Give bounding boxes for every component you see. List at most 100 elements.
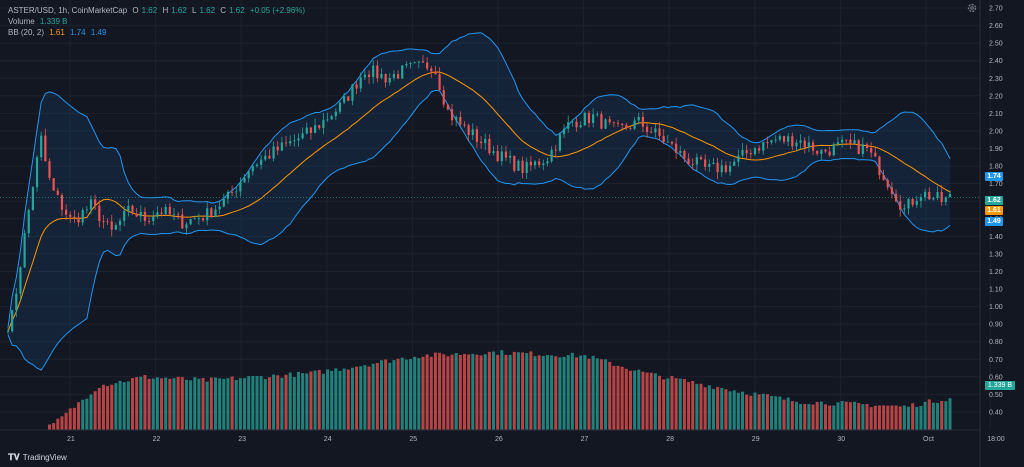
candle-body xyxy=(807,142,811,148)
x-tick-label: 29 xyxy=(752,436,760,443)
volume-bar xyxy=(56,418,60,430)
candle-body xyxy=(23,233,26,268)
candle-body xyxy=(367,74,371,77)
volume-bar xyxy=(865,404,869,430)
candle-body xyxy=(654,128,657,133)
volume-bar xyxy=(110,384,114,430)
candle-body xyxy=(509,155,512,158)
volume-bar xyxy=(616,365,620,430)
bb-legend[interactable]: BB (20, 2) 1.61 1.74 1.49 xyxy=(8,27,109,38)
candle-body xyxy=(247,171,250,179)
candle-body xyxy=(882,175,885,181)
volume-bar xyxy=(492,351,496,430)
volume-bar xyxy=(77,402,81,430)
candle-body xyxy=(616,122,620,124)
candle-body xyxy=(865,144,869,148)
candle-body xyxy=(948,193,952,198)
candle-body xyxy=(886,180,889,188)
x-tick-label: 26 xyxy=(495,436,503,443)
candle-body xyxy=(255,164,259,167)
volume-bar xyxy=(736,392,740,430)
volume-bar xyxy=(371,363,375,430)
candle-body xyxy=(405,64,408,66)
volume-bar xyxy=(101,384,105,430)
candle-body xyxy=(293,140,296,142)
bollinger-bands xyxy=(0,32,980,371)
candle-body xyxy=(600,114,603,129)
y-tick-label: 1.70 xyxy=(989,181,1003,188)
candle-body xyxy=(463,124,466,126)
brand[interactable]: 𝐓𝐕 TradingView xyxy=(8,452,67,463)
volume-bar xyxy=(516,352,520,430)
volume-bar xyxy=(147,378,151,430)
candle-body xyxy=(98,205,101,222)
y-tick-label: 2.30 xyxy=(989,76,1003,83)
candle-body xyxy=(73,216,76,218)
volume-bar xyxy=(446,356,450,430)
volume-bar xyxy=(193,377,197,430)
volume-bar xyxy=(707,385,711,430)
candle-body xyxy=(795,142,798,147)
candle-body xyxy=(85,209,88,211)
candle-body xyxy=(708,163,711,167)
candle-body xyxy=(741,149,744,156)
candle-body xyxy=(467,125,470,136)
volume-bar xyxy=(213,377,217,430)
y-tick-label: 2.20 xyxy=(989,93,1003,100)
volume-bar xyxy=(438,352,442,430)
x-tick-label: 28 xyxy=(666,436,674,443)
volume-bar xyxy=(222,378,226,430)
volume-bar xyxy=(479,355,483,430)
candle-body xyxy=(567,122,570,129)
volume-bar xyxy=(197,378,201,430)
volume-bar xyxy=(429,356,433,430)
x-tick-label: 27 xyxy=(581,436,589,443)
volume-bar xyxy=(47,424,51,430)
candle-body xyxy=(670,141,674,144)
symbol-title[interactable]: ASTER/USD, 1h, CoinMarketCap xyxy=(8,6,128,15)
candle-body xyxy=(131,205,134,214)
candle-body xyxy=(338,102,342,112)
volume-legend[interactable]: Volume 1.339 B xyxy=(8,16,71,27)
candle-body xyxy=(940,192,943,202)
candle-body xyxy=(733,161,736,166)
volume-bar xyxy=(118,380,122,430)
volume-bar xyxy=(379,360,383,430)
volume-bar xyxy=(392,360,396,430)
volume-bar xyxy=(251,375,255,430)
volume-bar xyxy=(85,398,89,430)
candle-body xyxy=(571,121,574,123)
candle-body xyxy=(662,135,665,143)
candle-body xyxy=(492,151,495,154)
symbol-legend[interactable]: ASTER/USD, 1h, CoinMarketCap O 1.62 H 1.62… xyxy=(8,6,306,15)
candle-body xyxy=(426,62,429,69)
candle-body xyxy=(210,208,213,218)
volume-bar xyxy=(321,373,325,430)
y-tick-label: 2.60 xyxy=(989,23,1003,30)
candle-body xyxy=(206,208,209,221)
volume-bar xyxy=(280,377,284,430)
candle-body xyxy=(330,116,333,120)
volume-bar xyxy=(711,388,715,430)
volume-bar xyxy=(815,401,819,430)
candle-body xyxy=(836,142,840,145)
candle-body xyxy=(629,128,632,129)
bb-lower-value: 1.49 xyxy=(90,28,107,37)
lower-band-tag: 1.49 xyxy=(985,217,1003,226)
grid-lines xyxy=(0,0,991,430)
candle-body xyxy=(583,112,586,126)
y-tick-label: 0.70 xyxy=(989,357,1003,364)
candlesticks xyxy=(6,55,952,335)
candle-body xyxy=(160,212,163,214)
volume-bar xyxy=(919,405,923,430)
brand-name: TradingView xyxy=(22,453,67,462)
gear-icon[interactable] xyxy=(966,2,978,14)
volume-bar xyxy=(824,404,828,430)
volume-bar xyxy=(218,378,222,430)
volume-bar xyxy=(247,376,251,430)
candle-body xyxy=(604,119,607,129)
volume-bar xyxy=(205,381,209,430)
candle-body xyxy=(758,148,761,151)
